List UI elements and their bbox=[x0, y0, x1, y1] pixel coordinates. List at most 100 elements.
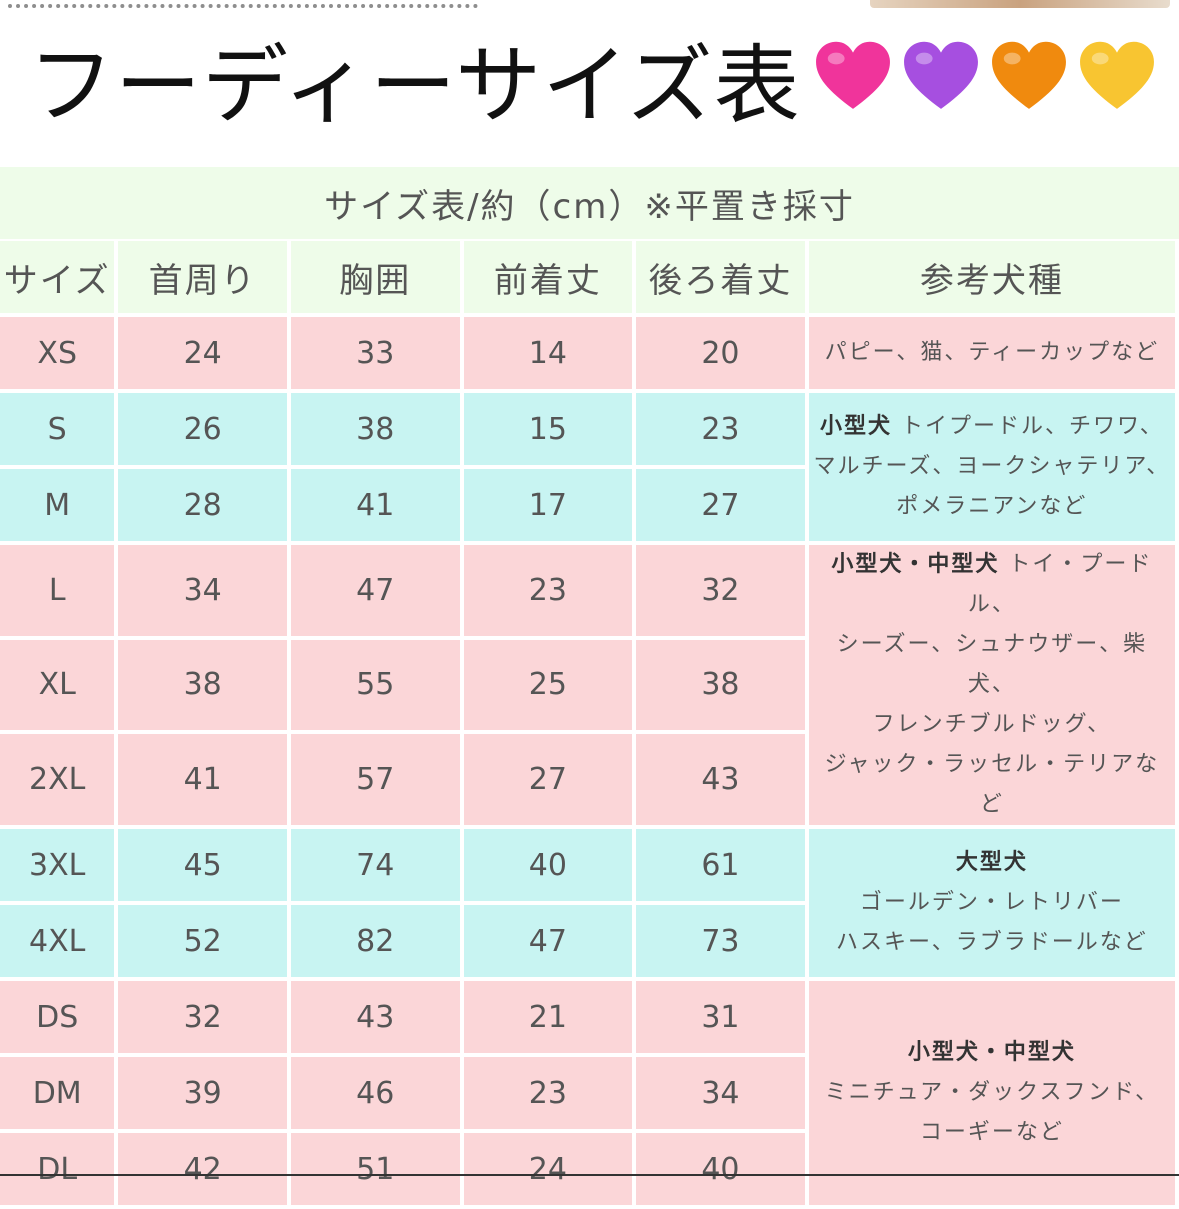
table-row: DS 32 43 21 31 小型犬・中型犬 ミニチュア・ダックスフンド、 コー… bbox=[0, 981, 1175, 1205]
table-header-row: サイズ 首周り 胸囲 前着丈 後ろ着丈 参考犬種 bbox=[0, 241, 1175, 313]
cell-back: 43 bbox=[636, 734, 805, 825]
breed-bold: 大型犬 bbox=[955, 850, 1028, 875]
cell-front: 14 bbox=[463, 317, 633, 389]
cell-breed-group-4: 大型犬 ゴールデン・レトリバー ハスキー、ラブラドールなど bbox=[808, 829, 1175, 977]
cell-neck: 32 bbox=[118, 981, 287, 1053]
cell-back: 31 bbox=[636, 981, 805, 1053]
cell-neck: 34 bbox=[118, 545, 287, 636]
yellow-heart-icon bbox=[1079, 41, 1154, 109]
table-row: S 26 38 15 23 小型犬 トイプードル、チワワ、 マルチーズ、ヨークシ… bbox=[0, 393, 1175, 541]
table-row: 4XL 52 82 47 73 bbox=[0, 905, 1175, 977]
header-breed: 参考犬種 bbox=[808, 241, 1175, 313]
breed-line: マルチーズ、ヨークシャテリア、 bbox=[813, 454, 1171, 479]
cell-size: DL bbox=[0, 1133, 115, 1205]
breed-line: ハスキー、ラブラドールなど bbox=[835, 930, 1148, 955]
cell-chest: 41 bbox=[290, 469, 460, 541]
cell-chest: 38 bbox=[290, 393, 460, 465]
cell-front: 23 bbox=[463, 1057, 633, 1129]
breed-line: フレンチブルドッグ、 bbox=[872, 712, 1112, 737]
cell-size: 3XL bbox=[0, 829, 115, 901]
table-row: 2XL 41 57 27 43 bbox=[0, 734, 1175, 825]
breed-text: パピー、猫、ティーカップなど bbox=[824, 340, 1160, 365]
cell-back: 34 bbox=[636, 1057, 805, 1129]
size-table: サイズ表/約（cm）※平置き採寸 サイズ 首周り 胸囲 前着丈 後ろ着丈 参考犬… bbox=[0, 167, 1179, 1209]
cell-breed-group-5: 小型犬・中型犬 ミニチュア・ダックスフンド、 コーギーなど bbox=[808, 981, 1175, 1205]
cell-back: 23 bbox=[636, 393, 805, 465]
breed-line: コーギーなど bbox=[919, 1120, 1064, 1145]
cell-size: XS bbox=[0, 317, 115, 389]
table-row: 3XL 45 74 40 61 大型犬 ゴールデン・レトリバー ハスキー、ラブラ… bbox=[0, 829, 1175, 977]
top-cropped-strip bbox=[0, 0, 1179, 10]
cell-front: 24 bbox=[463, 1133, 633, 1205]
cell-size: L bbox=[0, 545, 115, 636]
size-table-grid: サイズ 首周り 胸囲 前着丈 後ろ着丈 参考犬種 XS 24 33 14 20 … bbox=[0, 237, 1179, 1209]
cell-neck: 26 bbox=[118, 393, 287, 465]
cell-front: 23 bbox=[463, 545, 633, 636]
cell-front: 47 bbox=[463, 905, 633, 977]
cell-neck: 24 bbox=[118, 317, 287, 389]
cropped-previous-text bbox=[8, 0, 478, 8]
table-caption: サイズ表/約（cm）※平置き採寸 bbox=[0, 167, 1179, 239]
cell-size: DM bbox=[0, 1057, 115, 1129]
title-hearts bbox=[807, 35, 1159, 119]
purple-heart-icon bbox=[903, 41, 978, 109]
cell-chest: 55 bbox=[290, 639, 460, 731]
cell-back: 61 bbox=[636, 829, 805, 901]
cell-neck: 38 bbox=[118, 639, 287, 731]
cell-breed-group-2: 小型犬 トイプードル、チワワ、 マルチーズ、ヨークシャテリア、 ポメラニアンなど bbox=[808, 393, 1175, 541]
cell-front: 27 bbox=[463, 734, 633, 825]
cell-front: 15 bbox=[463, 393, 633, 465]
cell-size: DS bbox=[0, 981, 115, 1053]
header-size: サイズ bbox=[0, 241, 115, 313]
cell-breed-group-3: 小型犬・中型犬 トイ・プードル、 シーズー、シュナウザー、柴犬、 フレンチブルド… bbox=[808, 545, 1175, 825]
cell-neck: 52 bbox=[118, 905, 287, 977]
cell-back: 32 bbox=[636, 545, 805, 636]
cell-front: 40 bbox=[463, 829, 633, 901]
cell-chest: 51 bbox=[290, 1133, 460, 1205]
cell-neck: 45 bbox=[118, 829, 287, 901]
cell-back: 20 bbox=[636, 317, 805, 389]
cell-size: 2XL bbox=[0, 734, 115, 825]
bottom-divider bbox=[0, 1174, 1179, 1176]
breed-line: ゴールデン・レトリバー bbox=[859, 890, 1124, 915]
breed-bold: 小型犬 bbox=[820, 414, 893, 439]
cell-chest: 43 bbox=[290, 981, 460, 1053]
cell-neck: 28 bbox=[118, 469, 287, 541]
cell-breed-group-1: パピー、猫、ティーカップなど bbox=[808, 317, 1175, 389]
table-row: DM 39 46 23 34 bbox=[0, 1057, 1175, 1129]
page-title-text: フーディーサイズ表 bbox=[28, 35, 801, 136]
cell-size: M bbox=[0, 469, 115, 541]
table-row: XL 38 55 25 38 bbox=[0, 639, 1175, 731]
cell-size: S bbox=[0, 393, 115, 465]
table-row: L 34 47 23 32 小型犬・中型犬 トイ・プードル、 シーズー、シュナウ… bbox=[0, 545, 1175, 825]
orange-heart-icon bbox=[991, 41, 1066, 109]
breed-bold: 小型犬・中型犬 bbox=[907, 1040, 1076, 1065]
cell-neck: 41 bbox=[118, 734, 287, 825]
cell-chest: 33 bbox=[290, 317, 460, 389]
breed-line: トイ・プードル、 bbox=[967, 552, 1153, 617]
header-back-length: 後ろ着丈 bbox=[636, 241, 805, 313]
breed-bold: 小型犬・中型犬 bbox=[831, 552, 1000, 577]
cell-back: 40 bbox=[636, 1133, 805, 1205]
cell-back: 27 bbox=[636, 469, 805, 541]
cell-front: 21 bbox=[463, 981, 633, 1053]
page-title: フーディーサイズ表 bbox=[28, 22, 1159, 136]
cropped-thumbnail bbox=[870, 0, 1170, 8]
cell-chest: 47 bbox=[290, 545, 460, 636]
breed-line: シーズー、シュナウザー、柴犬、 bbox=[836, 632, 1148, 697]
pink-heart-icon bbox=[815, 41, 890, 109]
cell-chest: 82 bbox=[290, 905, 460, 977]
breed-line: ミニチュア・ダックスフンド、 bbox=[824, 1080, 1160, 1105]
breed-line: ポメラニアンなど bbox=[896, 494, 1088, 519]
cell-neck: 39 bbox=[118, 1057, 287, 1129]
header-chest: 胸囲 bbox=[290, 241, 460, 313]
header-front-length: 前着丈 bbox=[463, 241, 633, 313]
cell-size: XL bbox=[0, 639, 115, 731]
cell-front: 25 bbox=[463, 639, 633, 731]
cell-back: 73 bbox=[636, 905, 805, 977]
header-neck: 首周り bbox=[118, 241, 287, 313]
table-row: XS 24 33 14 20 パピー、猫、ティーカップなど bbox=[0, 317, 1175, 389]
cell-chest: 46 bbox=[290, 1057, 460, 1129]
cell-front: 17 bbox=[463, 469, 633, 541]
cell-back: 38 bbox=[636, 639, 805, 731]
